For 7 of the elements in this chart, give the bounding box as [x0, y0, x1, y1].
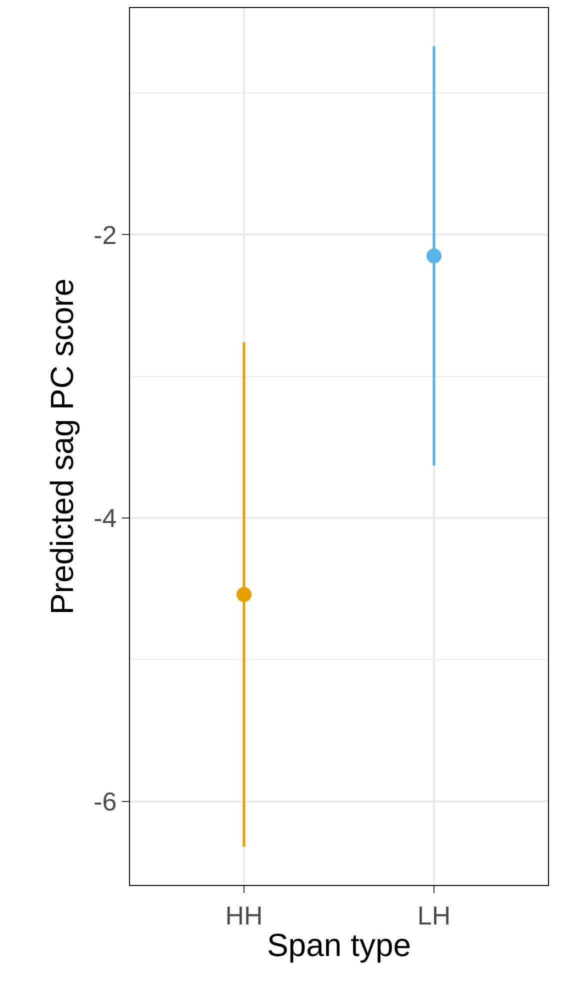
y-tick-label: -2: [94, 220, 117, 250]
x-axis-title: Span type: [266, 927, 412, 964]
y-tick-label: -6: [94, 786, 117, 817]
y-axis-title: Predicted sag PC score: [44, 278, 80, 615]
y-tick-label: -4: [94, 503, 117, 534]
x-tick-label: HH: [225, 900, 263, 930]
x-tick-label: LH: [417, 900, 451, 930]
